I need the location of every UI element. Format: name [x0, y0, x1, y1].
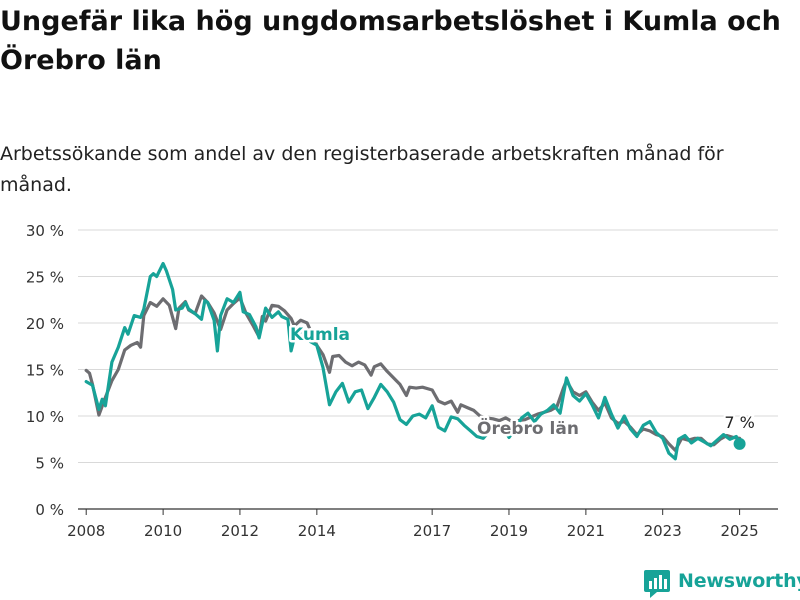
x-tick-label: 2025	[721, 522, 759, 540]
series-label-kumla-halo: Kumla	[290, 325, 350, 345]
y-tick-label: 10 %	[26, 408, 64, 426]
x-tick-label: 2010	[144, 522, 182, 540]
y-tick-label: 25 %	[26, 269, 64, 287]
series-label-kumla-text: Kumla	[290, 325, 350, 345]
series-label-orebro-lan-text: Örebro län	[477, 417, 579, 439]
line-chart: 0 %5 %10 %15 %20 %25 %30 % 2008 2010 2012 2…	[26, 222, 778, 540]
series-line-kumla	[84, 261, 742, 461]
series-lines	[84, 261, 742, 461]
x-tick-label: 2023	[644, 522, 682, 540]
endpoint-marker-kumla	[733, 437, 746, 450]
y-tick-label: 20 %	[26, 315, 64, 333]
gridlines	[78, 229, 778, 510]
x-axis: 2008 2010 2012 2014 2017 2019 2021 2023 2025	[67, 509, 759, 540]
chart-subtitle: Arbetssökande som andel av den registerb…	[0, 143, 724, 196]
x-tick-label: 2008	[67, 522, 105, 540]
y-tick-label: 15 %	[26, 362, 64, 380]
x-tick-label: 2017	[413, 522, 451, 540]
x-tick-label: 2014	[298, 522, 336, 540]
series-label-orebro-lan-halo: Örebro län	[477, 417, 579, 439]
newsworthy-logo-icon	[644, 570, 670, 598]
y-axis: 0 % 5 % 10 % 15 % 20 % 25 % 30 %	[26, 222, 64, 519]
newsworthy-brand[interactable]: Newsworthy	[644, 568, 800, 600]
x-tick-label: 2019	[490, 522, 528, 540]
x-tick-label: 2021	[567, 522, 605, 540]
y-tick-label: 30 %	[26, 222, 64, 240]
y-tick-label: 5 %	[35, 455, 64, 473]
y-tick-label: 0 %	[35, 501, 64, 519]
brand-name: Newsworthy	[678, 570, 800, 592]
x-tick-label: 2012	[221, 522, 259, 540]
endpoint-value-label: 7 %	[724, 413, 754, 432]
chart-title: Ungefär lika hög ungdomsarbetslöshet i K…	[0, 6, 781, 76]
